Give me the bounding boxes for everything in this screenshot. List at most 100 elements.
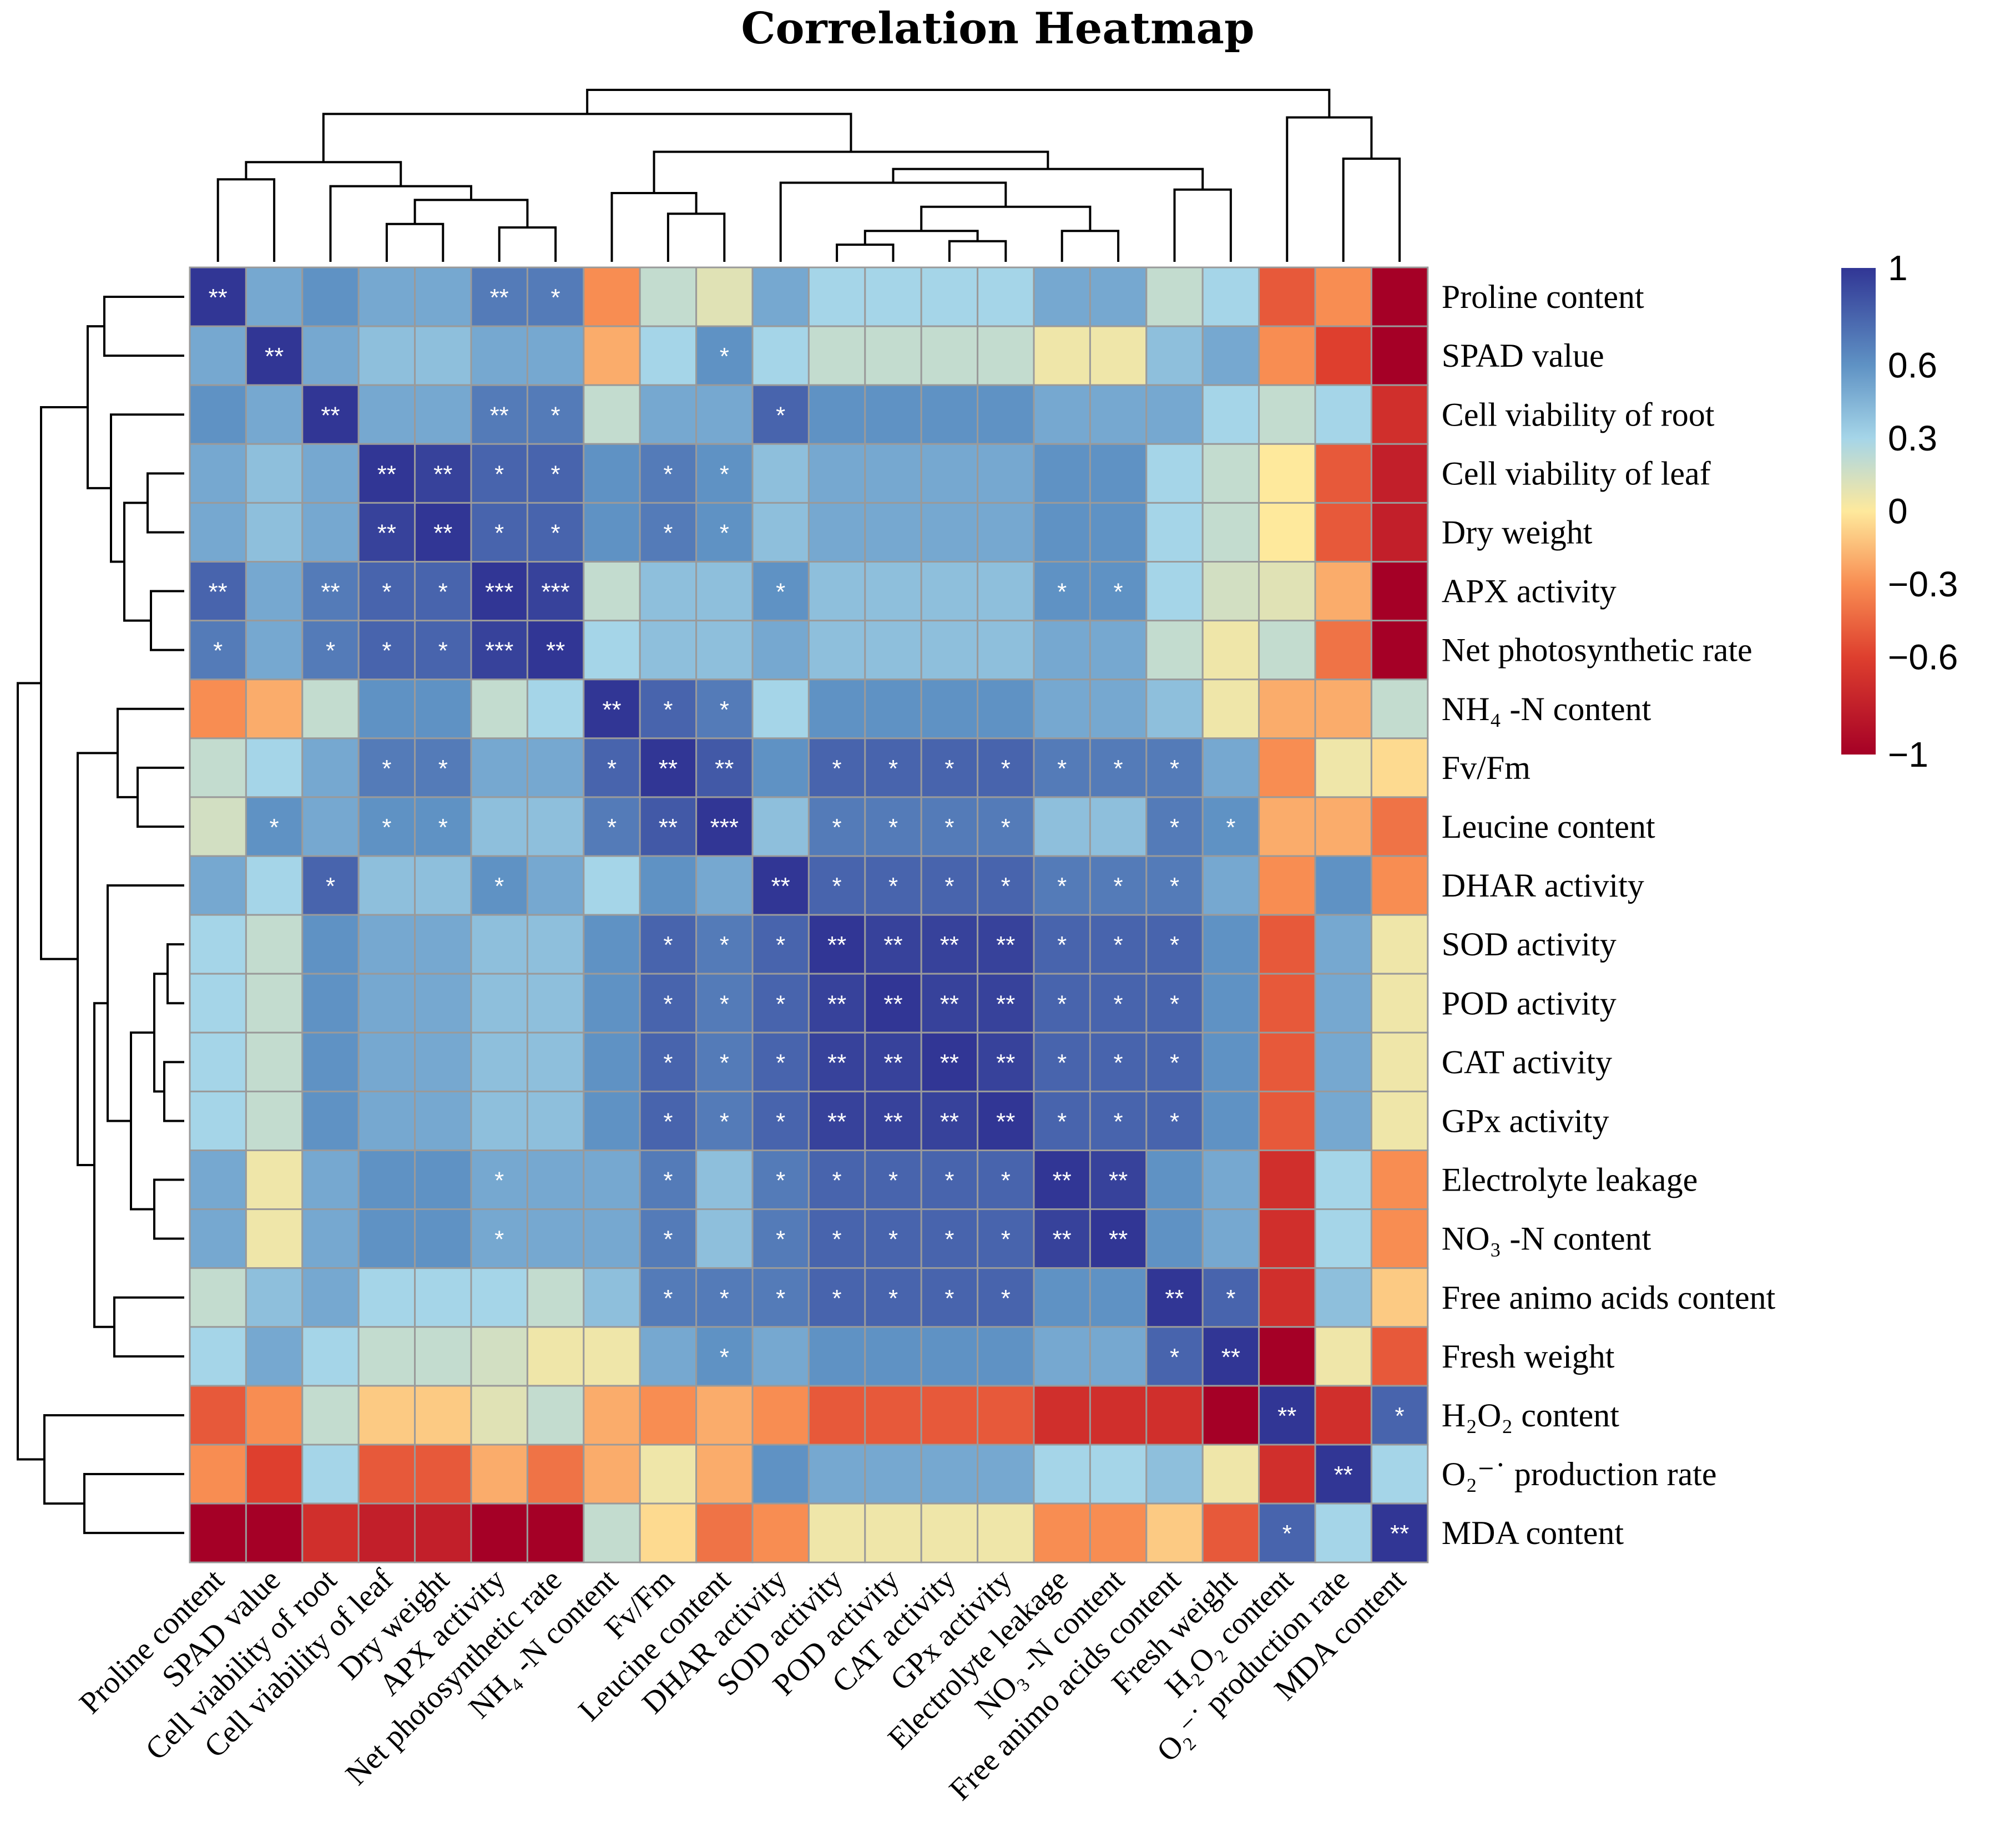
significance-mark: ***: [710, 814, 739, 841]
heatmap-cell: [357, 1031, 416, 1092]
heatmap-cell: [414, 914, 472, 975]
heatmap-cell: [751, 1326, 810, 1387]
heatmap-cell: [695, 443, 754, 504]
heatmap-cell: [1314, 796, 1372, 857]
significance-mark: *: [1057, 990, 1067, 1017]
heatmap-cell: [977, 266, 1035, 327]
heatmap-cell: [301, 1502, 360, 1563]
dendrogram-branch: [113, 1296, 184, 1358]
row-dendrogram: [17, 296, 184, 1535]
significance-mark: **: [940, 931, 959, 959]
heatmap-cell: [301, 1326, 360, 1387]
column-dendrogram: [216, 89, 1401, 262]
dendrogram-branch: [1342, 158, 1401, 262]
heatmap-cell: [583, 1326, 641, 1387]
significance-mark: **: [827, 1108, 846, 1135]
heatmap-cell: [1089, 1502, 1148, 1563]
significance-mark: **: [715, 755, 734, 782]
heatmap-cell: [357, 796, 416, 857]
dendrogram-branch: [245, 161, 402, 186]
significance-mark: *: [438, 579, 448, 606]
heatmap-cell: [639, 384, 698, 445]
heatmap-cell: [639, 1444, 698, 1505]
significance-mark: ***: [541, 579, 569, 606]
significance-mark: *: [1170, 755, 1179, 782]
heatmap-cell: [695, 796, 754, 857]
dendrogram-branch: [836, 244, 895, 262]
heatmap-cell: [807, 1326, 866, 1387]
heatmap-cell: [357, 1208, 416, 1269]
heatmap-cell: [695, 914, 754, 975]
significance-mark: *: [888, 814, 898, 841]
heatmap-cell: [245, 855, 304, 916]
heatmap-cell: [751, 1090, 810, 1152]
dendrogram-branch: [77, 752, 118, 1167]
heatmap-cell: [1033, 443, 1091, 504]
heatmap-cell: [470, 502, 528, 563]
heatmap-cell: [1370, 561, 1429, 622]
heatmap-cell: [526, 325, 585, 386]
heatmap-cell: [583, 561, 641, 622]
heatmap-cell: [526, 1090, 585, 1152]
heatmap-cell: [1258, 1267, 1316, 1328]
heatmap-cell: [470, 1150, 528, 1211]
heatmap-cell: [189, 855, 247, 916]
heatmap-cell: [1314, 384, 1372, 445]
heatmap-cell: [864, 502, 922, 563]
dendrogram-branch: [87, 325, 111, 489]
heatmap-cell: [920, 1326, 979, 1387]
heatmap-cell: [920, 620, 979, 681]
heatmap-cell: [414, 561, 472, 622]
heatmap-cell: [1201, 1090, 1260, 1152]
heatmap-cell: [245, 1267, 304, 1328]
significance-mark: **: [883, 1108, 902, 1135]
heatmap-cell: [583, 796, 641, 857]
heatmap-cell: [357, 1502, 416, 1563]
significance-mark: **: [321, 402, 340, 429]
significance-mark: **: [433, 519, 452, 546]
significance-mark: *: [832, 873, 842, 900]
heatmap-cell: [526, 914, 585, 975]
significance-mark: *: [663, 696, 673, 723]
heatmap-cell: [977, 914, 1035, 975]
heatmap-cell: [583, 443, 641, 504]
heatmap-cell: [189, 973, 247, 1034]
significance-mark: *: [776, 990, 785, 1017]
heatmap-cell: [414, 1267, 472, 1328]
heatmap-cell: [1258, 973, 1316, 1034]
heatmap-cell: [1145, 1208, 1204, 1269]
heatmap-cell: [583, 1267, 641, 1328]
heatmap-cell: [807, 1444, 866, 1505]
heatmap-cell: [977, 620, 1035, 681]
heatmap-cell: [1145, 620, 1204, 681]
heatmap-cell: [1033, 1502, 1091, 1563]
heatmap-cell: [301, 679, 360, 740]
row-label: SOD activity: [1442, 926, 1617, 963]
heatmap-cell: [1201, 855, 1260, 916]
heatmap-cell: [1370, 443, 1429, 504]
significance-mark: *: [945, 1226, 954, 1253]
heatmap-cell: [807, 266, 866, 327]
heatmap-cell: [807, 1150, 866, 1211]
heatmap-cell: [189, 914, 247, 975]
heatmap-cell: [470, 384, 528, 445]
heatmap-cell: [526, 1267, 585, 1328]
heatmap-cell: [920, 1444, 979, 1505]
heatmap-cell: [639, 620, 698, 681]
heatmap-cell: [301, 1208, 360, 1269]
significance-mark: *: [663, 460, 673, 488]
significance-mark: **: [265, 343, 284, 370]
significance-mark: *: [1057, 873, 1067, 900]
heatmap-cell: [751, 266, 810, 327]
heatmap-cell: [1258, 266, 1316, 327]
heatmap-cell: [189, 737, 247, 798]
heatmap-cell: [414, 1031, 472, 1092]
heatmap-cell: [920, 914, 979, 975]
heatmap-cell: [470, 325, 528, 386]
significance-mark: *: [720, 990, 729, 1017]
heatmap-cell: [1201, 973, 1260, 1034]
row-label: Cell viability of root: [1442, 396, 1715, 433]
significance-mark: *: [1001, 814, 1011, 841]
heatmap-cell: [1370, 1150, 1429, 1211]
